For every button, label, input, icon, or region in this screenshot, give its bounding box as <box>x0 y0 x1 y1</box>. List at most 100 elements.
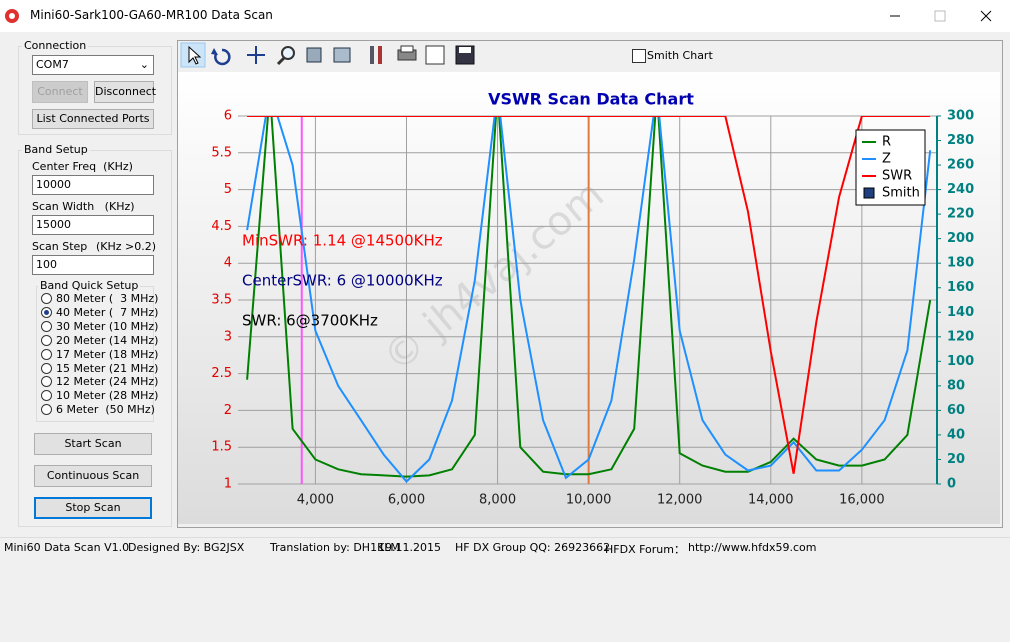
y2-tick-label: 200 <box>947 231 974 246</box>
radio-button[interactable] <box>41 362 52 374</box>
x-tick-label: 14,000 <box>748 493 794 508</box>
y-tick-label: 4 <box>224 256 232 271</box>
chart-title: VSWR Scan Data Chart <box>488 90 694 109</box>
radio-label: 10 Meter (28 MHz) <box>56 389 159 403</box>
status-text: HFDX Forum： <box>605 543 685 556</box>
series-line <box>246 116 932 483</box>
y-tick-label: 5.5 <box>211 145 232 160</box>
port-select[interactable]: COM7 ⌄ <box>32 55 154 75</box>
app-window: Mini60-Sark100-GA60-MR100 Data Scan Conn… <box>0 0 1010 557</box>
status-text: Mini60 Data Scan V1.0 <box>4 541 130 554</box>
status-bar: Mini60 Data Scan V1.0 Designed By: BG2JS… <box>0 537 1010 557</box>
radio-button[interactable] <box>41 348 52 360</box>
toolbar[interactable] <box>180 42 480 70</box>
connect-button[interactable]: Connect <box>32 81 88 103</box>
stop-scan-button[interactable]: Stop Scan <box>34 497 152 519</box>
y-tick-label: 2 <box>224 403 232 418</box>
y2-tick-label: 280 <box>947 133 974 148</box>
y2-tick-label: 260 <box>947 158 974 173</box>
x-tick-label: 16,000 <box>839 493 885 508</box>
annotation: MinSWR: 1.14 @14500KHz <box>242 232 443 250</box>
status-link[interactable]: http://www.hfdx59.com <box>688 541 817 554</box>
y2-tick-label: 220 <box>947 207 974 222</box>
radio-button[interactable] <box>41 376 52 388</box>
continuous-scan-button[interactable]: Continuous Scan <box>34 465 152 487</box>
x-tick-label: 6,000 <box>388 493 425 508</box>
radio-button[interactable] <box>41 293 52 304</box>
radio-button[interactable] <box>41 390 52 402</box>
field-label: Center Freq (KHz) <box>32 160 133 173</box>
y2-tick-label: 80 <box>947 378 965 393</box>
radio-label: 12 Meter (24 MHz) <box>56 375 159 389</box>
band-setup-group <box>18 150 172 527</box>
radio-button[interactable] <box>41 320 52 332</box>
start-scan-button[interactable]: Start Scan <box>34 433 152 455</box>
legend-label: R <box>882 135 891 150</box>
port-value: COM7 <box>36 58 69 71</box>
window-title: Mini60-Sark100-GA60-MR100 Data Scan <box>30 8 273 22</box>
y-tick-label: 6 <box>224 109 232 124</box>
y2-tick-label: 20 <box>947 452 965 467</box>
y2-tick-label: 60 <box>947 403 965 418</box>
center-freq-input[interactable]: 10000 <box>32 175 154 195</box>
y2-tick-label: 0 <box>947 477 956 492</box>
radio-label: 80 Meter ( 3 MHz) <box>56 292 159 305</box>
scan-width-input[interactable]: 15000 <box>32 215 154 235</box>
radio-label: 30 Meter (10 MHz) <box>56 319 159 333</box>
radio-button[interactable] <box>41 306 52 318</box>
radio-label: 20 Meter (14 MHz) <box>56 333 159 347</box>
disconnect-button[interactable]: Disconnect <box>94 81 156 103</box>
x-tick-label: 12,000 <box>657 493 703 508</box>
y2-tick-label: 160 <box>947 280 974 295</box>
smith-checkbox[interactable] <box>632 49 646 63</box>
app-icon <box>5 9 19 23</box>
y-tick-label: 3 <box>224 329 232 344</box>
annotation: SWR: 6@3700KHz <box>242 312 378 330</box>
y2-tick-label: 120 <box>947 329 974 344</box>
status-text: HF DX Group QQ: 26923662 <box>455 541 611 554</box>
y-tick-label: 3.5 <box>211 293 232 308</box>
window-controls[interactable] <box>870 0 1010 32</box>
y2-tick-label: 140 <box>947 305 974 320</box>
list-ports-button[interactable]: List Connected Ports <box>32 109 154 129</box>
x-tick-label: 8,000 <box>479 493 516 508</box>
y2-tick-label: 300 <box>947 109 974 124</box>
y-tick-label: 2.5 <box>211 366 232 381</box>
legend-label: Z <box>882 152 891 167</box>
series-line <box>246 116 932 478</box>
connection-group <box>18 46 172 135</box>
legend-swatch <box>863 187 875 199</box>
status-text: 19.11.2015 <box>378 541 441 554</box>
plot-lines <box>246 116 932 483</box>
status-text: Designed By: BG2JSX <box>128 541 245 554</box>
y2-tick-label: 40 <box>947 427 965 442</box>
scan-step-input[interactable]: 100 <box>32 255 154 275</box>
radio-label: 6 Meter (50 MHz) <box>56 403 155 417</box>
radio-label: 17 Meter (18 MHz) <box>56 347 159 361</box>
radio-button[interactable] <box>41 404 52 416</box>
group-label: Connection <box>22 39 89 52</box>
series-line <box>247 116 931 474</box>
radio-label: 15 Meter (21 MHz) <box>56 361 159 375</box>
group-label: Band Setup <box>22 143 90 156</box>
y-tick-label: 1 <box>224 477 232 492</box>
y2-tick-label: 180 <box>947 256 974 271</box>
legend-label: SWR <box>882 169 912 184</box>
group-label: Band Quick Setup <box>38 279 141 292</box>
y2-tick-label: 240 <box>947 182 974 197</box>
radio-dot <box>44 309 49 315</box>
x-tick-label: 10,000 <box>566 493 612 508</box>
checkbox-label: Smith Chart <box>647 49 713 62</box>
status-text: Translation by: DH1KLM <box>270 541 400 554</box>
y-tick-label: 5 <box>224 182 232 197</box>
title-bar: Mini60-Sark100-GA60-MR100 Data Scan <box>0 0 1010 32</box>
field-label: Scan Width (KHz) <box>32 200 135 213</box>
annotation: CenterSWR: 6 @10000KHz <box>242 272 443 290</box>
legend-label: Smith <box>882 186 920 201</box>
field-label: Scan Step <box>32 240 88 253</box>
y-tick-label: 4.5 <box>211 219 232 234</box>
radio-button[interactable] <box>41 334 52 346</box>
y2-tick-label: 100 <box>947 354 974 369</box>
x-tick-label: 4,000 <box>297 493 334 508</box>
